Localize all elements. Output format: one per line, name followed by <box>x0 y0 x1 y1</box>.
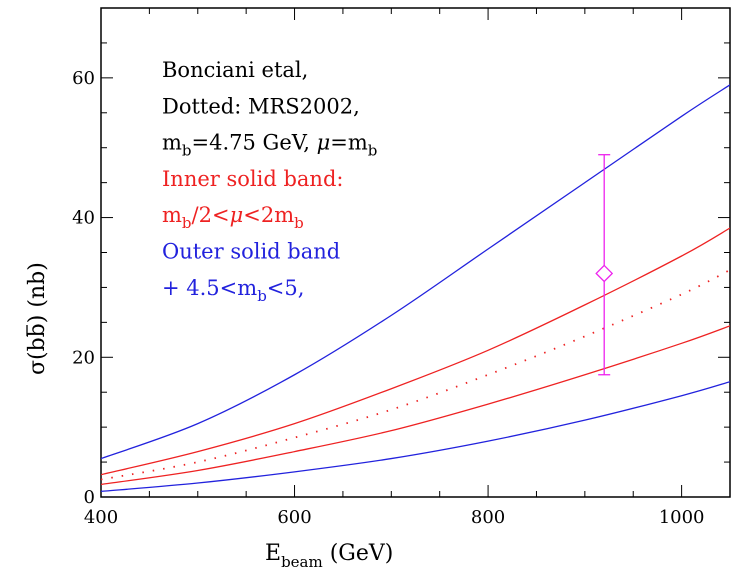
annotation-segment: Dotted: MRS2002, <box>162 94 360 118</box>
series-curve-4 <box>101 325 730 486</box>
x-axis-label-main: E <box>265 541 281 566</box>
y-axis-label-main: σ(b <box>25 337 50 375</box>
annotation-segment: b <box>182 214 192 232</box>
annotation-segment: b <box>257 287 267 305</box>
annotation-segment: Outer solid band <box>162 240 340 264</box>
x-tick-label: 400 <box>84 507 118 528</box>
series-curve-1 <box>101 84 730 460</box>
y-axis-label-bbar: b <box>25 323 50 337</box>
annotation-segment: <5, <box>267 276 305 300</box>
annotation-segment: b <box>182 142 192 160</box>
annotation-segment: =m <box>330 131 368 155</box>
annotation-segment: Bonciani etal, <box>162 58 308 82</box>
annotation-line-3: mb=4.75 GeV, μ=mb <box>162 131 377 160</box>
data-point-marker <box>595 264 614 283</box>
y-tick-label: 60 <box>72 68 95 89</box>
x-tick-label: 800 <box>471 507 505 528</box>
annotation-segment: μ <box>317 131 331 155</box>
x-axis-label: Ebeam (GeV) <box>265 541 393 571</box>
y-axis-label: σ(bb) (nb) <box>25 262 50 375</box>
annotation-segment: =4.75 GeV, <box>192 131 317 155</box>
annotation-line-5: mb/2<μ<2mb <box>162 203 304 232</box>
annotation-layer: Bonciani etal,Dotted: MRS2002,mb=4.75 Ge… <box>162 58 377 305</box>
annotation-segment: /2< <box>192 203 230 227</box>
y-tick-label: 20 <box>72 347 95 368</box>
annotation-line-1: Bonciani etal, <box>162 58 308 82</box>
y-axis-label-unit: ) (nb) <box>25 262 50 323</box>
annotation-segment: Inner solid band: <box>162 167 343 191</box>
series-curve-2 <box>101 227 730 476</box>
annotation-segment: b <box>294 214 304 232</box>
annotation-segment: m <box>162 131 182 155</box>
annotation-segment: b <box>368 142 378 160</box>
data-point-layer <box>595 154 614 376</box>
annotation-line-6: Outer solid band <box>162 240 340 264</box>
annotation-line-2: Dotted: MRS2002, <box>162 94 360 118</box>
annotation-segment: μ <box>230 203 244 227</box>
annotation-segment: <2m <box>243 203 294 227</box>
x-axis-label-sub: beam <box>281 553 323 571</box>
x-tick-label: 1000 <box>659 507 705 528</box>
series-curve-3 <box>101 269 730 481</box>
annotation-line-4: Inner solid band: <box>162 167 343 191</box>
series-curve-5 <box>101 381 730 493</box>
curves-layer <box>101 84 730 493</box>
annotation-line-7: + 4.5<mb<5, <box>162 276 304 305</box>
ticks-layer: 400 600 800 1000 0 20 40 60 <box>72 7 731 528</box>
x-axis-label-unit: (GeV) <box>323 541 394 566</box>
y-tick-label: 0 <box>84 487 95 508</box>
y-tick-label: 40 <box>72 208 95 229</box>
x-tick-label: 600 <box>277 507 311 528</box>
annotation-segment: m <box>162 203 182 227</box>
annotation-segment: + 4.5<m <box>162 276 257 300</box>
